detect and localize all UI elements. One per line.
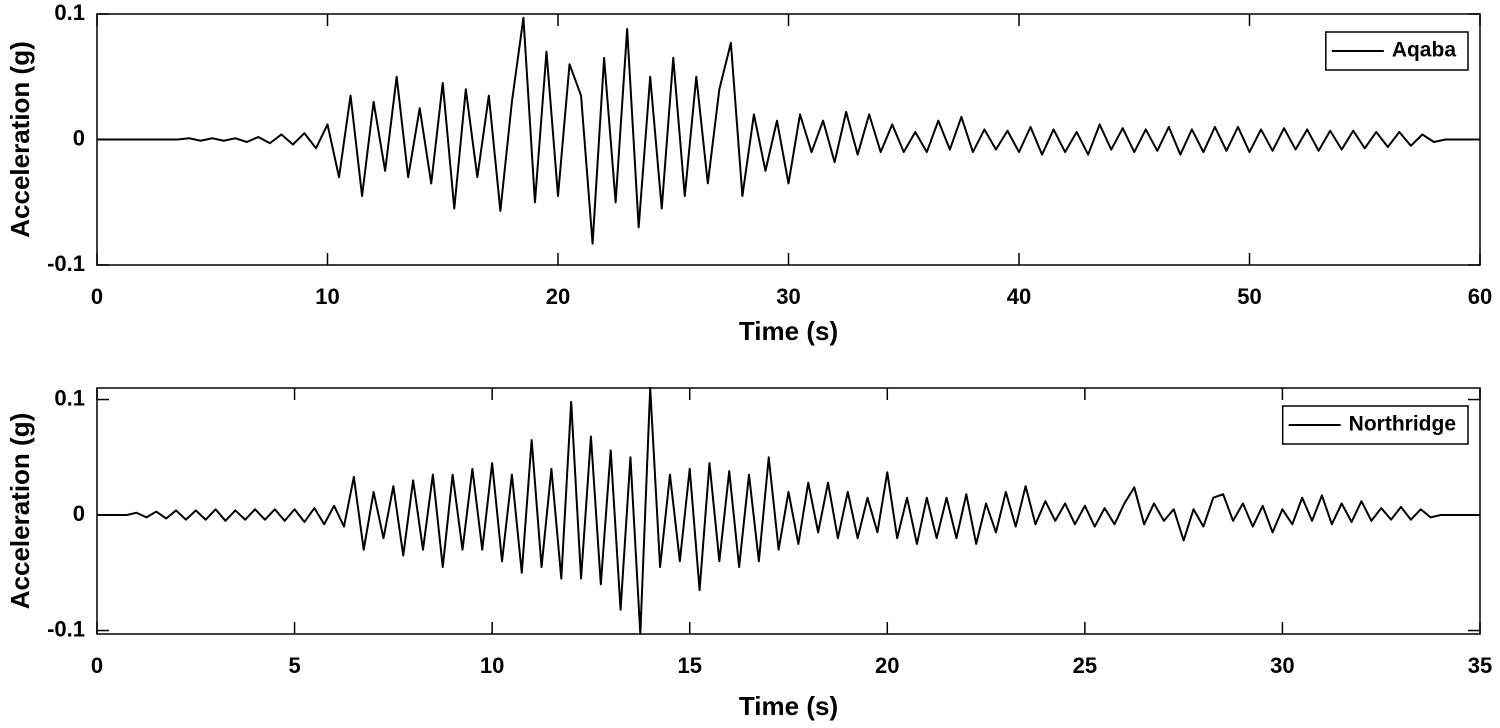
x-tick-label: 30	[776, 284, 800, 309]
x-tick-label: 10	[315, 284, 339, 309]
x-tick-label: 0	[91, 284, 103, 309]
x-tick-label: 40	[1007, 284, 1031, 309]
x-tick-label: 20	[875, 653, 899, 678]
x-tick-label: 5	[288, 653, 300, 678]
axes-box	[96, 387, 1481, 635]
x-tick-label: 30	[1270, 653, 1294, 678]
legend-label: Northridge	[1349, 413, 1456, 436]
x-tick-label: 20	[546, 284, 570, 309]
plot-area	[97, 14, 1480, 265]
y-tick-label: 0	[73, 125, 85, 150]
legend: Northridge	[1281, 405, 1469, 445]
y-axis-label: Acceleration (g)	[5, 413, 35, 610]
series-line	[97, 387, 1480, 635]
legend-label: Aqaba	[1392, 39, 1457, 62]
y-axis-label: Acceleration (g)	[5, 41, 35, 238]
y-tick-label: -0.1	[47, 616, 85, 641]
x-tick-label: 60	[1468, 284, 1492, 309]
y-tick-label: 0.1	[54, 0, 85, 25]
series-line	[97, 16, 1480, 245]
x-tick-label: 50	[1237, 284, 1261, 309]
x-tick-label: 35	[1468, 653, 1492, 678]
legend: Aqaba	[1325, 31, 1469, 71]
x-tick-label: 0	[91, 653, 103, 678]
plot-area	[97, 388, 1480, 634]
y-tick-label: -0.1	[47, 251, 85, 276]
y-tick-label: 0.1	[54, 385, 85, 410]
x-axis-label: Time (s)	[739, 316, 838, 346]
x-tick-label: 25	[1073, 653, 1097, 678]
x-tick-label: 15	[677, 653, 701, 678]
x-tick-label: 10	[480, 653, 504, 678]
x-axis-label: Time (s)	[739, 691, 838, 721]
y-tick-label: 0	[73, 501, 85, 526]
